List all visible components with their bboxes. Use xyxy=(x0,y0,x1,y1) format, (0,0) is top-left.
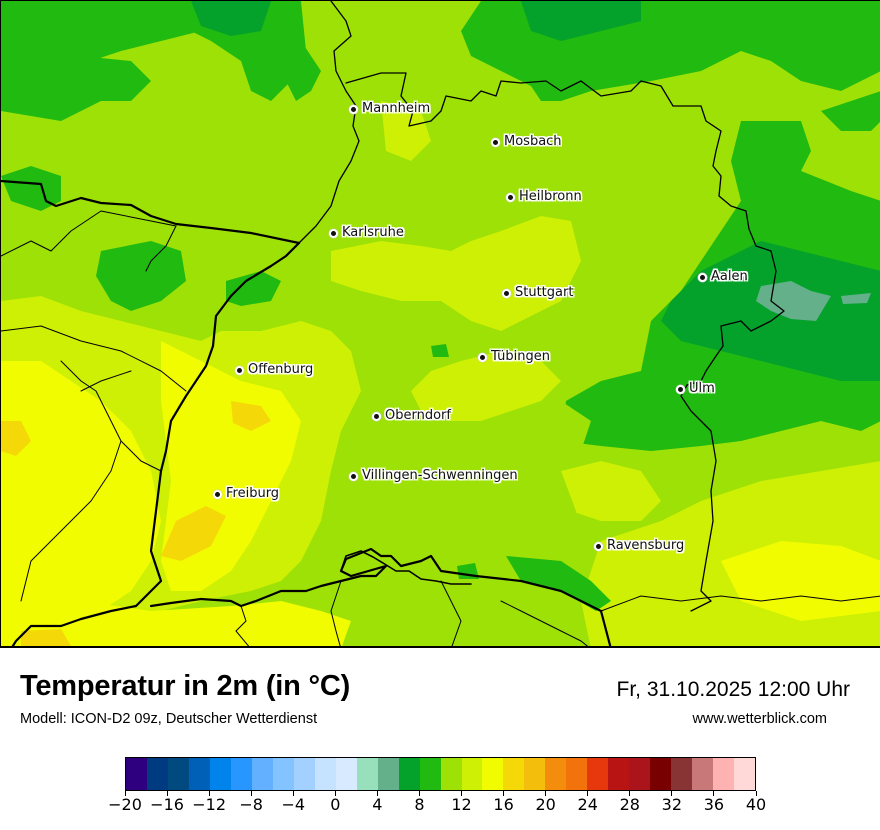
city-marker-icon xyxy=(213,489,222,499)
city-mannheim: Mannheim xyxy=(349,102,430,116)
colorbar-tick-mark xyxy=(755,791,757,796)
colorbar-tick-mark xyxy=(334,791,336,796)
city-stuttgart: Stuttgart xyxy=(502,286,573,300)
colorbar-tick-label: 0 xyxy=(330,795,341,814)
city-offenburg: Offenburg xyxy=(235,363,313,377)
colorbar-tick-label: 40 xyxy=(745,795,767,814)
colorbar-bin xyxy=(608,758,630,790)
city-marker-icon xyxy=(349,471,358,481)
colorbar-bin xyxy=(272,758,294,790)
temperature-field xyxy=(1,1,880,646)
city-ulm: Ulm xyxy=(676,382,715,396)
colorbar-bin xyxy=(167,758,189,790)
colorbar-tick-label: 28 xyxy=(619,795,640,814)
colorbar-tick-mark xyxy=(250,791,252,796)
colorbar-bin xyxy=(692,758,714,790)
colorbar-tick-mark xyxy=(587,791,589,796)
colorbar-tick-mark xyxy=(376,791,378,796)
city-ravensburg: Ravensburg xyxy=(594,539,684,553)
colorbar-bin xyxy=(440,758,462,790)
forecast-datetime: Fr, 31.10.2025 12:00 Uhr xyxy=(616,678,851,701)
colorbar-bin xyxy=(126,758,147,790)
colorbar-tick-label: 8 xyxy=(414,795,425,814)
colorbar-bin xyxy=(713,758,735,790)
city-tuebingen: Tübingen xyxy=(478,350,550,364)
city-marker-icon xyxy=(372,411,381,421)
city-marker-icon xyxy=(349,104,358,114)
colorbar-tick-mark xyxy=(629,791,631,796)
city-marker-icon xyxy=(235,365,244,375)
colorbar-ticks: −20 −16 −12 −8 −4 0 4 8 12 16 20 24 28 32 36 40 xyxy=(108,791,766,821)
colorbar-bin xyxy=(671,758,693,790)
city-heilbronn: Heilbronn xyxy=(506,190,582,204)
colorbar-bin xyxy=(314,758,336,790)
colorbar-tick-label: 16 xyxy=(493,795,514,814)
colorbar-tick-label: 12 xyxy=(451,795,472,814)
colorbar-bin xyxy=(398,758,420,790)
city-mosbach: Mosbach xyxy=(491,135,562,149)
colorbar-tick-mark xyxy=(124,791,126,796)
colorbar-tick-mark xyxy=(166,791,168,796)
colorbar-bin xyxy=(482,758,504,790)
colorbar-tick-mark xyxy=(208,791,210,796)
city-freiburg: Freiburg xyxy=(213,487,279,501)
colorbar-bin xyxy=(146,758,168,790)
colorbar-bin xyxy=(566,758,588,790)
colorbar-tick-mark xyxy=(503,791,505,796)
colorbar-tick-label: 4 xyxy=(372,795,383,814)
colorbar-tick-label: 32 xyxy=(661,795,683,814)
colorbar-bin xyxy=(524,758,546,790)
city-marker-icon xyxy=(594,541,603,551)
colorbar-bin xyxy=(629,758,651,790)
colorbar-bin xyxy=(377,758,399,790)
colorbar-bin xyxy=(545,758,567,790)
colorbar-tick-label: −4 xyxy=(281,795,306,814)
colorbar-bin xyxy=(734,758,756,790)
temperature-colorbar xyxy=(125,757,756,791)
map-footer: Temperatur in 2m (in °C) Modell: ICON-D2… xyxy=(0,650,880,830)
colorbar-bin xyxy=(356,758,378,790)
colorbar-bin xyxy=(293,758,315,790)
colorbar-bin xyxy=(188,758,210,790)
colorbar-bin xyxy=(419,758,441,790)
colorbar-tick-label: 20 xyxy=(535,795,556,814)
colorbar-tick-mark xyxy=(461,791,463,796)
city-aalen: Aalen xyxy=(698,270,748,284)
colorbar-tick-mark xyxy=(713,791,715,796)
city-oberndorf: Oberndorf xyxy=(372,409,451,423)
colorbar-bin xyxy=(209,758,231,790)
city-marker-icon xyxy=(491,137,500,147)
colorbar-tick-label: −8 xyxy=(239,795,263,814)
colorbar-tick-mark xyxy=(292,791,294,796)
colorbar-bin xyxy=(335,758,357,790)
colorbar-tick-label: −12 xyxy=(192,795,227,814)
city-karlsruhe: Karlsruhe xyxy=(329,226,404,240)
city-marker-icon xyxy=(698,272,707,282)
city-marker-icon xyxy=(329,228,338,238)
colorbar-tick-label: −16 xyxy=(150,795,184,814)
colorbar-bin xyxy=(461,758,483,790)
colorbar-tick-mark xyxy=(671,791,673,796)
colorbar-bin xyxy=(650,758,672,790)
city-marker-icon xyxy=(478,352,487,362)
temperature-map: Mannheim Mosbach Heilbronn Karlsruhe Stu… xyxy=(0,0,880,648)
city-marker-icon xyxy=(506,192,515,202)
colorbar-tick-mark xyxy=(545,791,547,796)
colorbar-bin xyxy=(251,758,273,790)
colorbar-bin xyxy=(587,758,609,790)
colorbar-tick-label: 36 xyxy=(703,795,725,814)
map-title: Temperatur in 2m (in °C) xyxy=(20,670,351,702)
colorbar-tick-label: 24 xyxy=(577,795,598,814)
model-info: Modell: ICON-D2 09z, Deutscher Wetterdie… xyxy=(20,711,318,727)
city-marker-icon xyxy=(676,384,685,394)
city-villingen-schwenningen: Villingen-Schwenningen xyxy=(349,469,518,483)
colorbar-tick-label: −20 xyxy=(108,795,142,814)
city-marker-icon xyxy=(502,288,511,298)
colorbar-tick-mark xyxy=(418,791,420,796)
source-website: www.wetterblick.com xyxy=(692,711,827,727)
colorbar-bin xyxy=(503,758,525,790)
colorbar-bin xyxy=(230,758,252,790)
